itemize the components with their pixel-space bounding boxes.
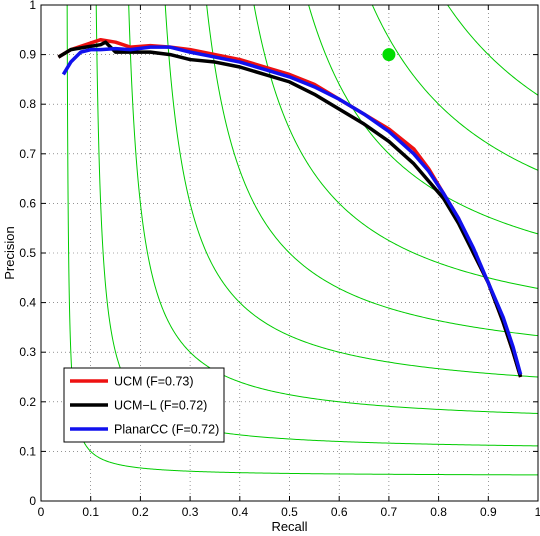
iso-f-curve [128,5,538,414]
x-tick-label: 1 [535,505,540,519]
series-lines [57,37,523,378]
iso-f-curve [371,5,538,171]
axis-ticks: 0 0.1 0.2 0.3 0.4 0.5 0.6 0.7 0.8 0.9 1 0 0.1 0.2 0.3 0… [19,0,540,519]
iso-f-curves [66,5,538,476]
series-line-2 [57,40,523,378]
x-tick-label: 0.1 [82,505,99,519]
legend-label-3: PlanarCC (F=0.72) [114,423,219,437]
x-tick-label: 0.5 [281,505,298,519]
x-tick-label: 0.4 [231,505,248,519]
x-tick-label: 0.8 [430,505,447,519]
y-tick-label: 1 [29,0,36,12]
iso-f-curve [206,5,538,337]
x-tick-label: 0.7 [381,505,398,519]
y-tick-label: 0.6 [19,196,36,210]
y-tick-label: 0.2 [19,395,36,409]
y-tick-label: 0.4 [19,296,36,310]
y-tick-label: 0.5 [19,246,36,260]
x-tick-label: 0.9 [480,505,497,519]
y-tick-label: 0.1 [19,444,36,458]
iso-f-curve [308,5,538,235]
y-tick-label: 0.7 [19,147,36,161]
x-axis-label: Recall [271,519,307,534]
legend-label-1: UCM (F=0.73) [114,375,194,389]
x-tick-label: 0 [38,505,45,519]
legend-label-2: UCM−L (F=0.72) [114,399,207,413]
human-performance-point [382,48,396,62]
y-tick-label: 0 [29,494,36,508]
y-tick-label: 0.9 [19,48,36,62]
x-tick-label: 0.3 [182,505,199,519]
series-line-3 [61,45,523,375]
y-tick-label: 0.3 [19,345,36,359]
iso-f-curve [447,5,538,96]
legend: UCM (F=0.73) UCM−L (F=0.72) PlanarCC (F=0.… [63,367,225,443]
iso-f-curve [164,5,538,378]
y-axis-label: Precision [2,226,17,279]
human-point-layer [382,48,396,62]
x-tick-label: 0.2 [132,505,149,519]
x-tick-label: 0.6 [331,505,348,519]
y-tick-label: 0.8 [19,97,36,111]
